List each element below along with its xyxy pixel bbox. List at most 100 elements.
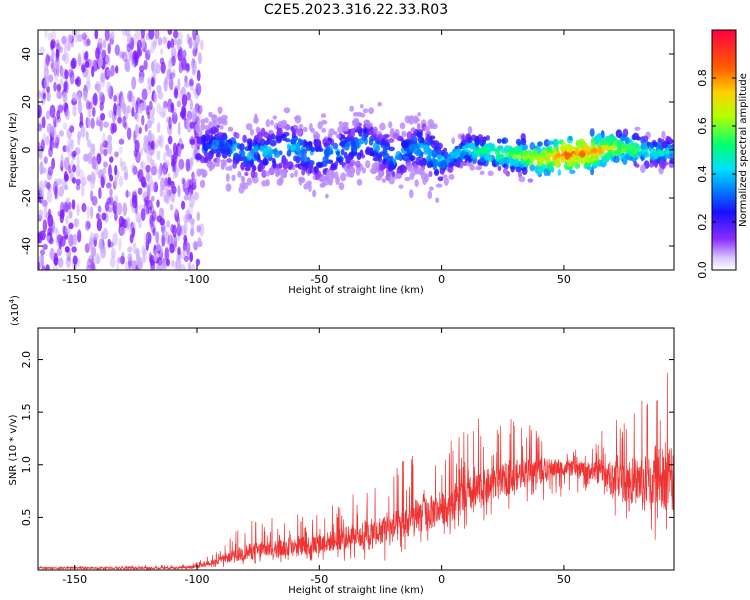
spectrogram-noise-cell [96, 83, 101, 94]
spectrogram-noise-cell [150, 77, 155, 87]
spectrogram-signal-cell [210, 114, 217, 119]
spectrogram-signal-cell [455, 149, 461, 156]
spectrogram-signal-cell [270, 119, 274, 126]
spectrogram-signal-cell [202, 137, 208, 147]
spectrogram-signal-cell [431, 123, 438, 130]
spectrogram-noise-cell [167, 40, 171, 50]
spectrogram-signal-cell [566, 161, 573, 168]
spectrogram-x-tick-label: -150 [62, 273, 87, 286]
spectrogram-noise-cell [68, 68, 74, 78]
spectrogram-signal-cell [226, 147, 230, 156]
spectrogram-noise-cell [195, 258, 200, 266]
spectrogram-noise-cell [84, 60, 90, 68]
spectrogram-noise-cell [47, 208, 52, 217]
spectrogram-signal-cell [300, 154, 305, 163]
spectrogram-signal-cell [424, 125, 431, 132]
spectrogram-noise-cell [198, 51, 202, 65]
spectrogram-heatmap [38, 30, 674, 270]
spectrogram-noise-cell [110, 122, 115, 135]
spectrogram-signal-cell [437, 176, 444, 182]
spectrogram-signal-cell [357, 138, 365, 145]
spectrogram-signal-cell [464, 154, 470, 161]
spectrogram-noise-cell [183, 234, 188, 243]
spectrogram-noise-cell [146, 170, 150, 182]
spectrogram-noise-cell [68, 222, 74, 230]
spectrogram-noise-cell [90, 59, 95, 67]
spectrogram-signal-cell [369, 167, 377, 174]
spectrogram-noise-cell [107, 134, 113, 143]
spectrogram-noise-cell [134, 111, 138, 120]
spectrogram-signal-cell [329, 172, 335, 179]
spectrogram-noise-cell [54, 185, 58, 200]
spectrogram-signal-cell [652, 142, 658, 147]
spectrogram-noise-cell [77, 91, 82, 105]
spectrogram-signal-cell [225, 183, 232, 192]
spectrogram-noise-cell [40, 167, 47, 174]
spectrogram-noise-cell [100, 176, 105, 189]
spectrogram-noise-cell [195, 83, 202, 96]
spectrogram-signal-cell [226, 158, 233, 164]
spectrogram-noise-cell [170, 38, 175, 49]
spectrogram-signal-cell [298, 124, 304, 129]
spectrogram-signal-cell [266, 137, 271, 145]
spectrogram-signal-cell [246, 177, 253, 186]
spectrogram-noise-cell [190, 227, 195, 237]
spectrogram-noise-cell [166, 78, 172, 85]
spectrogram-signal-cell [291, 128, 296, 136]
spectrogram-signal-cell [449, 158, 454, 163]
spectrogram-noise-cell [70, 139, 75, 150]
spectrogram-noise-cell [148, 100, 153, 111]
spectrogram-noise-cell [62, 102, 69, 113]
spectrogram-signal-cell [634, 163, 640, 168]
spectrogram-signal-cell [510, 165, 515, 173]
spectrogram-noise-cell [173, 107, 177, 116]
spectrogram-noise-cell [54, 55, 61, 70]
spectrogram-signal-cell [459, 152, 465, 160]
snr-y-tick-label: 1.5 [20, 403, 33, 421]
spectrogram-noise-cell [116, 202, 123, 216]
spectrogram-signal-cell [240, 175, 245, 180]
spectrogram-noise-cell [96, 153, 102, 165]
spectrogram-noise-cell [89, 232, 95, 242]
spectrogram-noise-cell [90, 171, 96, 184]
spectrogram-signal-cell [381, 178, 386, 184]
spectrogram-noise-cell [60, 154, 64, 168]
spectrogram-signal-cell [440, 149, 445, 155]
spectrogram-signal-cell [233, 152, 240, 159]
spectrogram-noise-cell [194, 191, 200, 201]
spectrogram-noise-cell [47, 74, 54, 83]
spectrogram-signal-cell [617, 146, 623, 155]
spectrogram-noise-cell [59, 78, 64, 87]
spectrogram-noise-cell [188, 36, 193, 49]
spectrogram-signal-cell [414, 144, 420, 149]
spectrogram-noise-cell [132, 242, 137, 254]
spectrogram-signal-cell [384, 161, 389, 169]
spectrogram-noise-cell [160, 61, 166, 74]
spectrogram-signal-cell [431, 148, 438, 158]
spectrogram-signal-cell [295, 144, 301, 152]
spectrogram-signal-cell [451, 137, 456, 145]
spectrogram-signal-cell [398, 184, 404, 189]
spectrogram-signal-cell [603, 135, 610, 142]
snr-x-ticks: -150 -100 -50 0 50 [62, 328, 571, 586]
spectrogram-signal-cell [435, 197, 440, 203]
spectrogram-noise-cell [136, 39, 142, 50]
spectrogram-signal-cell [352, 147, 357, 153]
spectrogram-noise-cell [40, 139, 45, 152]
spectrogram-signal-cell [399, 122, 406, 130]
spectrogram-signal-cell [366, 129, 374, 135]
spectrogram-noise-cell [162, 224, 167, 238]
spectrogram-signal-cell [543, 151, 548, 159]
spectrogram-signal-cell [591, 157, 596, 162]
spectrogram-signal-cell [313, 168, 319, 174]
spectrogram-noise-cell [63, 81, 68, 92]
spectrogram-signal-cell [276, 127, 283, 137]
spectrogram-noise-cell [170, 46, 177, 59]
spectrogram-noise-cell [177, 185, 181, 198]
spectrogram-noise-cell [38, 104, 42, 118]
spectrogram-noise-cell [64, 246, 70, 253]
spectrogram-signal-cell [408, 143, 416, 153]
spectrogram-noise-cell [116, 257, 121, 264]
spectrogram-y-tick-label: -20 [20, 189, 33, 207]
spectrogram-noise-cell [70, 59, 76, 69]
